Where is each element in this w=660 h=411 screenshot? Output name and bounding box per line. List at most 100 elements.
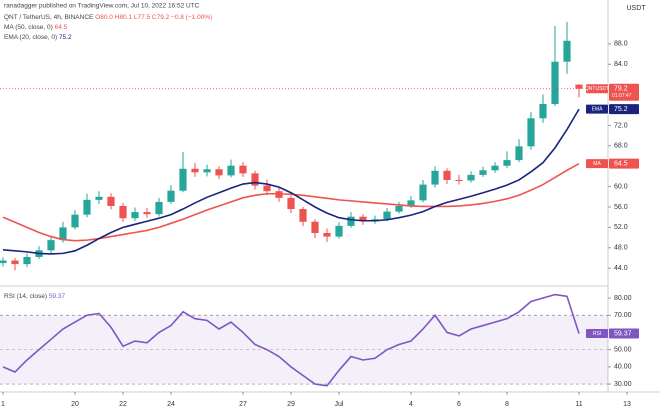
- y-tick-label: 40.00: [614, 364, 632, 371]
- candle-body: [467, 174, 475, 181]
- candle-body: [443, 170, 451, 180]
- candle-body: [407, 200, 415, 206]
- candle-body: [107, 196, 115, 206]
- candle-body: [83, 199, 91, 215]
- y-tick-label: 80.00: [614, 295, 632, 302]
- candle-body: [383, 211, 391, 220]
- candle-body: [167, 190, 175, 202]
- candle-body: [539, 104, 547, 119]
- rsi-line: [2, 293, 580, 387]
- x-tick-label: 13: [623, 401, 631, 408]
- legend-name: MA (50, close, 0): [4, 24, 53, 31]
- legend-name: EMA (20, close, 0): [4, 34, 57, 41]
- candle-body: [359, 216, 367, 222]
- series-tag: EMA: [592, 106, 604, 112]
- candle-body: [251, 173, 259, 186]
- series-tag-box: [586, 104, 608, 114]
- x-tick-label: 22: [119, 401, 127, 408]
- candle-body: [323, 232, 331, 237]
- candle-body: [491, 165, 499, 171]
- series-tag-box: [586, 329, 608, 339]
- candle-body: [311, 221, 319, 233]
- y-tick-label: 84.0: [614, 61, 628, 68]
- candle-body: [239, 165, 247, 174]
- value-tag: 59.37: [614, 330, 632, 337]
- legend-name: RSI (14, close): [4, 293, 47, 300]
- symbol-header: QNT / TetherUS, 4h, BINANCE O80.0 H80.1 …: [4, 14, 212, 21]
- x-tick-label: 11: [575, 401, 582, 408]
- candle-body: [503, 160, 511, 166]
- candle-body: [347, 216, 355, 226]
- x-tick-label: 27: [239, 401, 247, 408]
- y-tick-label: 50.00: [614, 346, 632, 353]
- y-tick-label: 88.0: [614, 41, 628, 48]
- y-tick-label: 52.0: [614, 224, 628, 231]
- value-tag-box: [609, 328, 639, 339]
- candle-body: [11, 260, 19, 265]
- countdown: 01:07:47: [612, 93, 632, 99]
- candle-body: [287, 197, 295, 210]
- candle-body: [335, 225, 343, 237]
- candle-body: [191, 168, 199, 173]
- y-tick-label: 70.00: [614, 312, 632, 319]
- legend-value: 59.37: [49, 293, 66, 300]
- candle-body: [575, 84, 583, 89]
- value-tag-box: [609, 104, 639, 115]
- value-tag-box: [609, 158, 639, 169]
- candle-body: [203, 169, 211, 173]
- series-tag: MA: [593, 161, 601, 167]
- value-tag: 79.2: [614, 86, 628, 93]
- candle-body: [263, 185, 271, 192]
- candle-body: [551, 61, 559, 105]
- x-tick-label: 1: [1, 401, 5, 408]
- candle-body: [455, 179, 463, 181]
- x-tick-label: 29: [287, 401, 295, 408]
- legend-value: 64.5: [55, 24, 68, 31]
- x-tick-label: 8: [505, 401, 509, 408]
- y-tick-label: 72.0: [614, 122, 628, 129]
- candle-body: [131, 212, 139, 219]
- x-tick-label: 6: [457, 401, 461, 408]
- candle-body: [95, 196, 103, 200]
- series-tag: QNTUSDT: [585, 86, 609, 92]
- x-tick-label: Jul: [335, 401, 344, 408]
- ohlc-readout: O80.0 H80.1 L77.5 C79.2 −0.8 (−1.00%): [95, 14, 212, 21]
- candle-body: [431, 170, 439, 185]
- value-tag: 64.5: [614, 161, 628, 168]
- legend-entry: RSI (14, close) 59.37: [4, 293, 65, 300]
- candle-body: [395, 205, 403, 212]
- candle-body: [179, 168, 187, 191]
- candle-body: [227, 165, 235, 176]
- candle-body: [527, 118, 535, 147]
- y-tick-label: 56.0: [614, 204, 628, 211]
- candle-body: [59, 227, 67, 241]
- y-tick-label: 68.0: [614, 143, 628, 150]
- y-tick-label: 44.0: [614, 265, 628, 272]
- x-tick-label: 24: [167, 401, 175, 408]
- candle-body: [479, 170, 487, 175]
- y-tick-label: 48.0: [614, 245, 628, 252]
- candle-body: [23, 256, 31, 265]
- legend-value: 75.2: [59, 34, 72, 41]
- candle-body: [119, 205, 127, 219]
- indicator-line: [2, 108, 580, 255]
- candle-body: [0, 260, 7, 264]
- candle-body: [47, 240, 55, 251]
- attribution: ranadagger published on TradingView.com,…: [4, 3, 200, 10]
- plot-area: [0, 21, 608, 387]
- legend-entry: EMA (20, close, 0) 75.2: [4, 34, 72, 41]
- currency-label: USDT: [626, 5, 646, 12]
- candle-body: [71, 214, 79, 228]
- x-tick-label: 20: [71, 401, 79, 408]
- value-tag: 75.2: [614, 106, 628, 113]
- legend-entry: MA (50, close, 0) 64.5: [4, 24, 68, 31]
- symbol-title: QNT / TetherUS, 4h, BINANCE: [4, 14, 94, 21]
- axes: 88.0 84.0 72.0 68.0 60.0 56.0 52.0 48.0 44.0 1 20 2…: [1, 41, 639, 408]
- candle-body: [155, 201, 163, 215]
- candle-body: [299, 209, 307, 222]
- y-tick-label: 60.0: [614, 183, 628, 190]
- candle-body: [563, 40, 571, 62]
- series-tag-box: [586, 159, 608, 169]
- series-tag: RSI: [593, 331, 601, 337]
